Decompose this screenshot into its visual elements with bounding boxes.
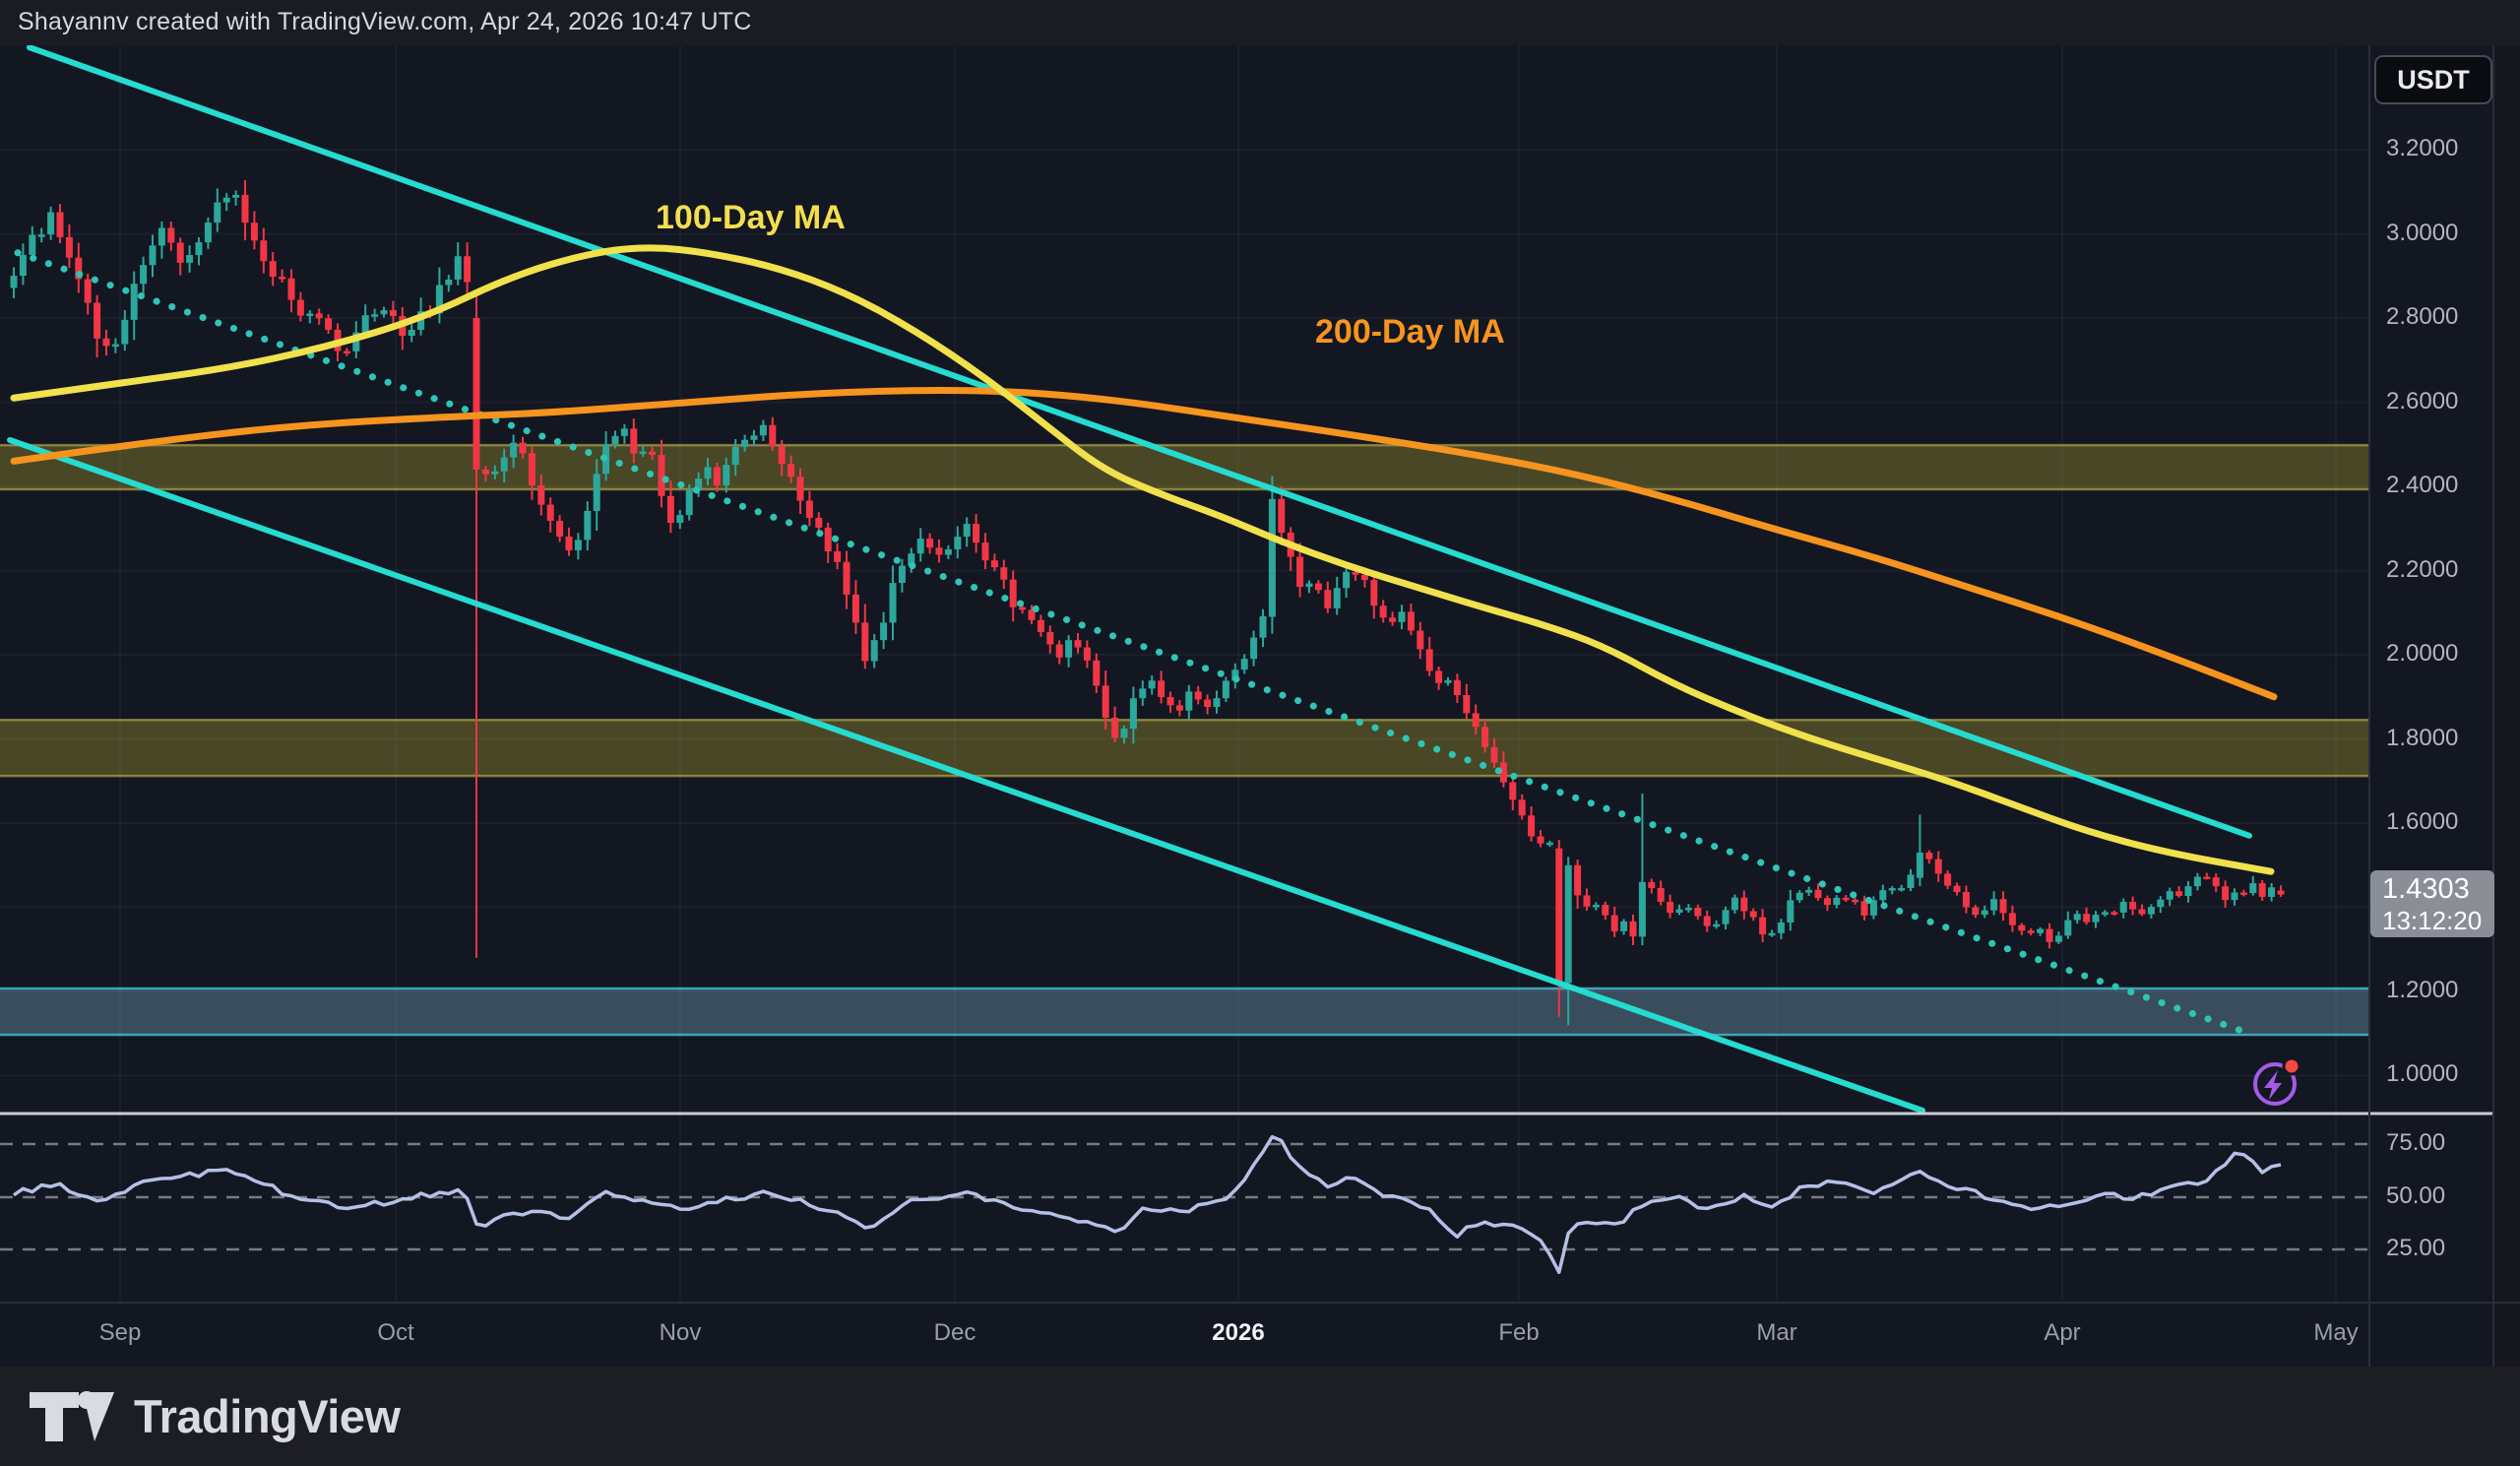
time-tick-label: Sep xyxy=(98,1319,142,1346)
tradingview-logo-text: TradingView xyxy=(134,1390,401,1442)
flash-circle xyxy=(2253,1062,2297,1106)
price-tick-label: 3.2000 xyxy=(2386,135,2459,161)
branding-bar: TradingView xyxy=(0,1367,2520,1466)
lightning-bolt-icon xyxy=(2264,1070,2282,1100)
rsi-tick-label: 25.00 xyxy=(2386,1235,2446,1261)
tradingview-logo-icon xyxy=(30,1390,114,1441)
price-tick-label: 1.2000 xyxy=(2386,977,2459,1003)
price-tick-label: 2.2000 xyxy=(2386,556,2459,583)
price-tick-label: 1.0000 xyxy=(2386,1060,2459,1087)
price-tick-label: 1.6000 xyxy=(2386,808,2459,835)
ma100-annotation: 100-Day MA xyxy=(656,199,846,236)
price-tick-label: 2.4000 xyxy=(2386,472,2459,498)
time-tick-label: Oct xyxy=(377,1319,414,1346)
price-tick-label: 1.8000 xyxy=(2386,725,2459,751)
time-tick-label: Mar xyxy=(1756,1319,1797,1346)
header-credit: Shayannv created with TradingView.com, A… xyxy=(18,8,752,35)
quote-currency-badge[interactable]: USDT xyxy=(2374,55,2492,104)
last-price: 1.4303 xyxy=(2382,873,2470,905)
last-price-badge: 1.4303 13:12:20 xyxy=(2370,870,2494,937)
price-tick-label: 2.8000 xyxy=(2386,303,2459,330)
price-tick-label: 2.0000 xyxy=(2386,640,2459,667)
rsi-tick-label: 75.00 xyxy=(2386,1129,2446,1156)
bar-countdown: 13:12:20 xyxy=(2382,906,2483,935)
time-tick-label: Apr xyxy=(2044,1319,2081,1346)
ma200-annotation: 200-Day MA xyxy=(1315,313,1505,351)
flash-snapshot-icon[interactable] xyxy=(2247,1052,2306,1112)
time-tick-label: May xyxy=(2313,1319,2359,1346)
notification-dot xyxy=(2282,1056,2301,1076)
time-tick-label: Feb xyxy=(1498,1319,1540,1346)
tradingview-logo[interactable]: TradingView xyxy=(28,1388,401,1445)
time-tick-label: Nov xyxy=(659,1319,702,1346)
time-tick-label: 2026 xyxy=(1212,1319,1265,1346)
price-tick-label: 3.0000 xyxy=(2386,220,2459,246)
time-tick-label: Dec xyxy=(933,1319,976,1346)
rsi-tick-label: 50.00 xyxy=(2386,1182,2446,1209)
price-tick-label: 2.6000 xyxy=(2386,388,2459,414)
